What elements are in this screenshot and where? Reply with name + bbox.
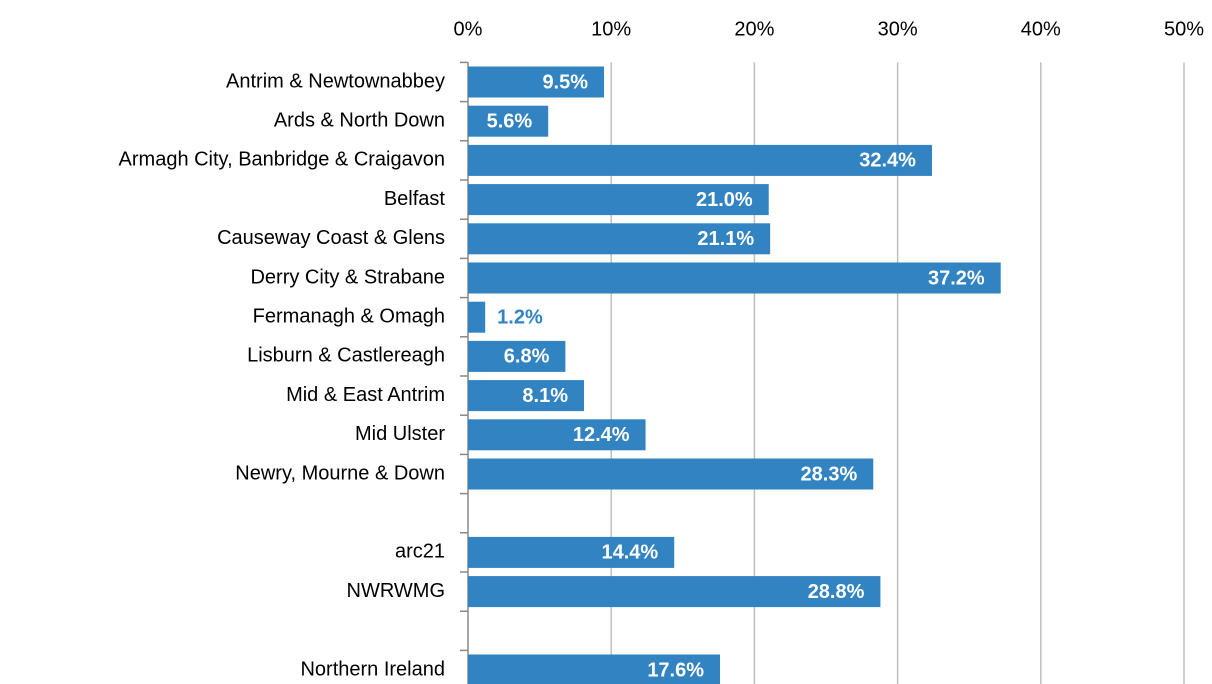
data-label: 5.6% bbox=[487, 110, 533, 132]
bar bbox=[468, 536, 675, 568]
y-tick-label: Fermanagh & Omagh bbox=[253, 305, 445, 327]
y-tick-label: Newry, Mourne & Down bbox=[235, 462, 445, 484]
bar bbox=[468, 262, 1001, 294]
y-tick-label: Mid Ulster bbox=[355, 423, 445, 445]
data-label: 21.0% bbox=[696, 189, 753, 211]
data-label: 8.1% bbox=[522, 385, 568, 407]
bar bbox=[468, 301, 486, 333]
bar bbox=[468, 576, 881, 608]
data-label: 32.4% bbox=[859, 150, 916, 172]
data-label: 1.2% bbox=[497, 306, 543, 328]
x-tick-label: 0% bbox=[454, 18, 483, 40]
bar bbox=[468, 144, 932, 176]
x-tick-label: 30% bbox=[878, 18, 918, 40]
y-tick-label: Northern Ireland bbox=[300, 658, 445, 680]
data-label: 17.6% bbox=[647, 659, 704, 681]
y-tick-label: Derry City & Strabane bbox=[250, 266, 445, 288]
bar bbox=[468, 340, 566, 372]
y-tick-label: Armagh City, Banbridge & Craigavon bbox=[119, 149, 445, 171]
bar bbox=[468, 184, 769, 216]
y-tick-label: NWRWMG bbox=[347, 580, 446, 602]
x-tick-label: 10% bbox=[591, 18, 631, 40]
bar bbox=[468, 105, 549, 137]
y-tick-label: Causeway Coast & Glens bbox=[217, 227, 445, 249]
bar bbox=[468, 458, 874, 490]
data-label: 28.8% bbox=[808, 581, 865, 603]
x-tick-label: 40% bbox=[1021, 18, 1061, 40]
data-label: 9.5% bbox=[542, 71, 588, 93]
data-label: 12.4% bbox=[573, 424, 630, 446]
y-tick-label: Antrim & Newtownabbey bbox=[226, 70, 445, 92]
bar bbox=[468, 66, 605, 98]
data-label: 21.1% bbox=[697, 228, 754, 250]
bar bbox=[468, 419, 646, 451]
bar bbox=[468, 380, 584, 412]
y-tick-label: Belfast bbox=[384, 188, 446, 210]
data-label: 37.2% bbox=[928, 267, 985, 289]
data-label: 14.4% bbox=[601, 542, 658, 564]
x-tick-label: 50% bbox=[1164, 18, 1204, 40]
x-tick-label: 20% bbox=[734, 18, 774, 40]
y-tick-label: arc21 bbox=[395, 541, 445, 563]
y-tick-label: Mid & East Antrim bbox=[286, 384, 445, 406]
bar bbox=[468, 654, 721, 684]
data-label: 6.8% bbox=[504, 346, 550, 368]
data-label: 28.3% bbox=[801, 463, 858, 485]
y-tick-label: Lisburn & Castlereagh bbox=[247, 345, 445, 367]
bar bbox=[468, 223, 771, 255]
y-tick-label: Ards & North Down bbox=[274, 109, 445, 131]
